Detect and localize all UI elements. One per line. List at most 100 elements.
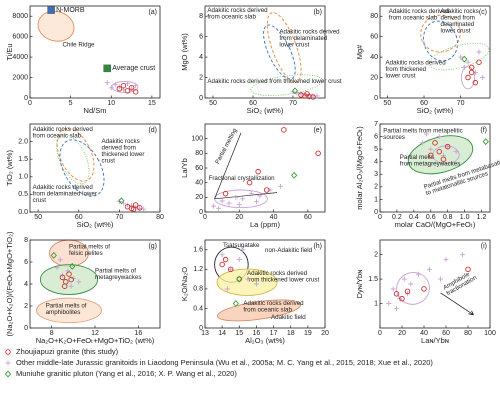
x-axis-label: La (ppm)	[250, 220, 281, 229]
data-point	[211, 203, 217, 209]
y-tick-label: 4	[374, 159, 378, 166]
y-tick-label: 2	[374, 252, 378, 259]
data-point	[458, 54, 464, 60]
legend-label: Muniuhe granitic pluton (Yang et al., 20…	[16, 369, 237, 378]
y-tick-label: 3	[374, 171, 378, 178]
annotation: from delaminated	[279, 35, 327, 42]
arrow	[214, 132, 242, 199]
field	[407, 135, 474, 175]
data-point	[436, 148, 442, 155]
x-tick-label: 0	[378, 214, 382, 221]
annotation: lower crust	[386, 73, 416, 80]
x-tick-label: 17	[270, 330, 278, 337]
x-axis-label: SiO₂ (wt%)	[77, 220, 114, 229]
y-tick-label: 20	[195, 194, 203, 201]
annotation: from oceanic slab	[33, 132, 82, 139]
annotation: Partial melts from metapelitic	[383, 128, 462, 135]
data-point	[120, 82, 127, 89]
panel-letter: (d)	[148, 127, 157, 134]
data-point	[68, 283, 74, 289]
data-point	[236, 257, 242, 263]
field	[36, 297, 102, 324]
plot-frame	[29, 123, 161, 213]
x-tick-label: 0.4	[409, 214, 419, 221]
arrow	[440, 292, 474, 316]
data-point	[141, 206, 147, 212]
x-tick-label: 18	[287, 330, 295, 337]
x-tick-label: 60	[249, 100, 257, 107]
data-point	[480, 75, 486, 81]
data-point	[66, 271, 72, 277]
x-tick-label: 50	[383, 100, 391, 107]
data-point	[224, 286, 230, 292]
data-point	[304, 91, 310, 97]
data-point	[50, 251, 57, 259]
panel-letter: (b)	[313, 9, 322, 16]
data-point	[440, 156, 447, 162]
data-point	[436, 134, 442, 140]
x-tick-label: 1.0	[460, 214, 470, 221]
field	[111, 80, 139, 93]
data-point	[236, 202, 242, 208]
data-point	[124, 88, 131, 94]
y-tick-label: 0	[24, 325, 28, 332]
x-tick-label: 10	[107, 100, 115, 107]
data-point	[116, 86, 123, 92]
data-point	[399, 295, 405, 302]
x-tick-label: 13	[201, 330, 209, 337]
data-point	[428, 152, 434, 159]
x-axis-label: Laɴ/Ybɴ	[421, 336, 449, 345]
annotation: lower crust	[441, 28, 471, 35]
y-tick-label: 40	[370, 54, 378, 61]
data-point	[465, 266, 471, 273]
y-tick-label: 0	[199, 209, 203, 216]
annotation: Adakitic rocks	[102, 138, 140, 145]
field	[216, 268, 278, 296]
data-point	[232, 300, 239, 308]
y-tick-label: 0	[199, 95, 203, 102]
x-tick-label: 15	[148, 100, 156, 107]
y-axis-label: TiO₂ (wt%)	[5, 150, 14, 186]
y-axis-label: K₂O/Na₂O	[180, 267, 189, 301]
x-tick-label: 19	[304, 330, 312, 337]
annotation: felsic pelites	[69, 250, 103, 257]
data-point	[465, 74, 471, 81]
y-tick-label: 0.8	[193, 286, 203, 293]
data-point	[461, 64, 467, 70]
plot-frame	[29, 5, 161, 99]
x-tick-label: 20	[398, 330, 406, 337]
x-tick-label: 60	[304, 214, 312, 221]
data-point	[59, 274, 66, 281]
annotation: sources	[383, 134, 405, 141]
y-tick-label: 0.4	[193, 305, 203, 312]
annotation: lower crust	[279, 41, 309, 48]
data-point	[104, 80, 110, 86]
annotation: Adakitic rocks derived	[207, 7, 268, 14]
annotation: Partial melts of	[95, 267, 136, 274]
annotation: from metagreywackes	[400, 161, 461, 168]
annotation: from delaminated lower	[33, 191, 97, 198]
panel-letter: (f)	[480, 127, 487, 134]
plot-frame	[204, 123, 326, 213]
y-tick-label: 80	[195, 150, 203, 157]
data-point	[47, 6, 55, 14]
annotation: from oceanic slab	[243, 307, 292, 314]
data-point	[444, 143, 451, 150]
data-point	[428, 146, 434, 152]
data-point	[408, 281, 414, 287]
x-axis-label: Al₂O₃ (wt%)	[245, 336, 285, 345]
y-tick-label: 5	[374, 146, 378, 153]
y-tick-label: 1	[374, 196, 378, 203]
annotation: amphibolites	[46, 309, 81, 316]
y-tick-label: 1.5	[368, 276, 378, 283]
y-axis-label: (Na₂O+K₂O)/(FeOₜ+MgO+TiO₂)	[5, 231, 14, 337]
y-tick-label: 0.5	[18, 191, 28, 198]
data-point	[57, 257, 63, 263]
data-point	[461, 55, 468, 63]
y-tick-label: 1.5	[18, 156, 28, 163]
data-point	[219, 198, 225, 204]
annotation: Adakitic rocks derived	[33, 126, 94, 133]
x-tick-label: 8	[50, 330, 54, 337]
y-tick-label: 1.0	[18, 174, 28, 181]
data-point	[219, 261, 225, 268]
